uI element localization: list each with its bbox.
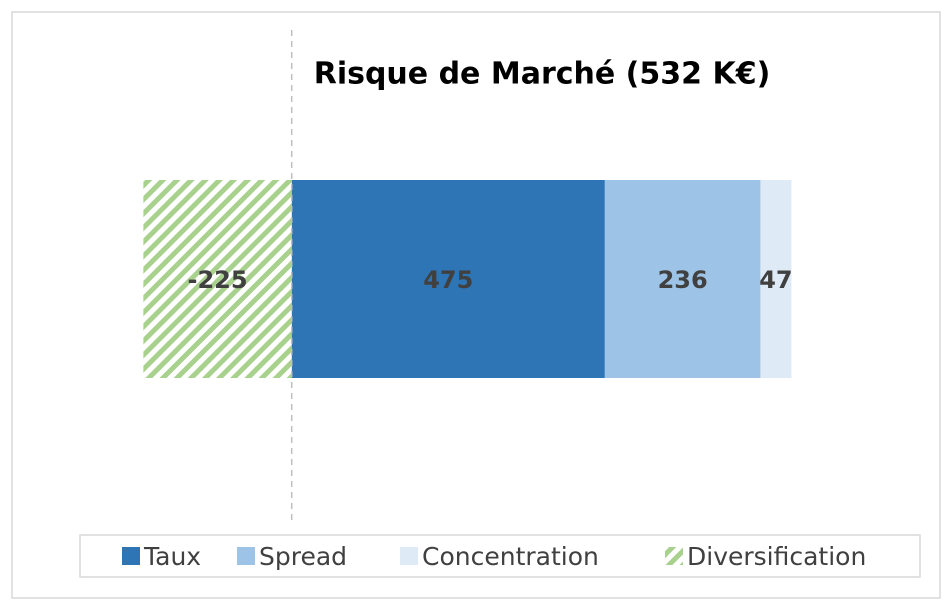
legend-label: Concentration: [422, 542, 599, 571]
legend-box: [79, 534, 921, 578]
legend-label: Spread: [259, 542, 347, 571]
legend-swatch: [237, 547, 255, 565]
data-label: 236: [658, 266, 708, 294]
data-label: -225: [188, 266, 248, 294]
bar-segment: [760, 180, 792, 378]
bar-segment: [291, 180, 605, 378]
data-label: 47: [759, 266, 792, 294]
legend-label: Taux: [143, 542, 201, 571]
legend-swatch: [400, 547, 418, 565]
legend-swatch: [122, 547, 140, 565]
legend-swatch: [665, 547, 683, 565]
chart-title: Risque de Marché (532 K€): [314, 57, 771, 92]
legend-label: Diversification: [687, 542, 866, 571]
bar-segment: [604, 180, 761, 378]
data-label: 475: [423, 266, 473, 294]
bar-segment: [143, 180, 292, 378]
